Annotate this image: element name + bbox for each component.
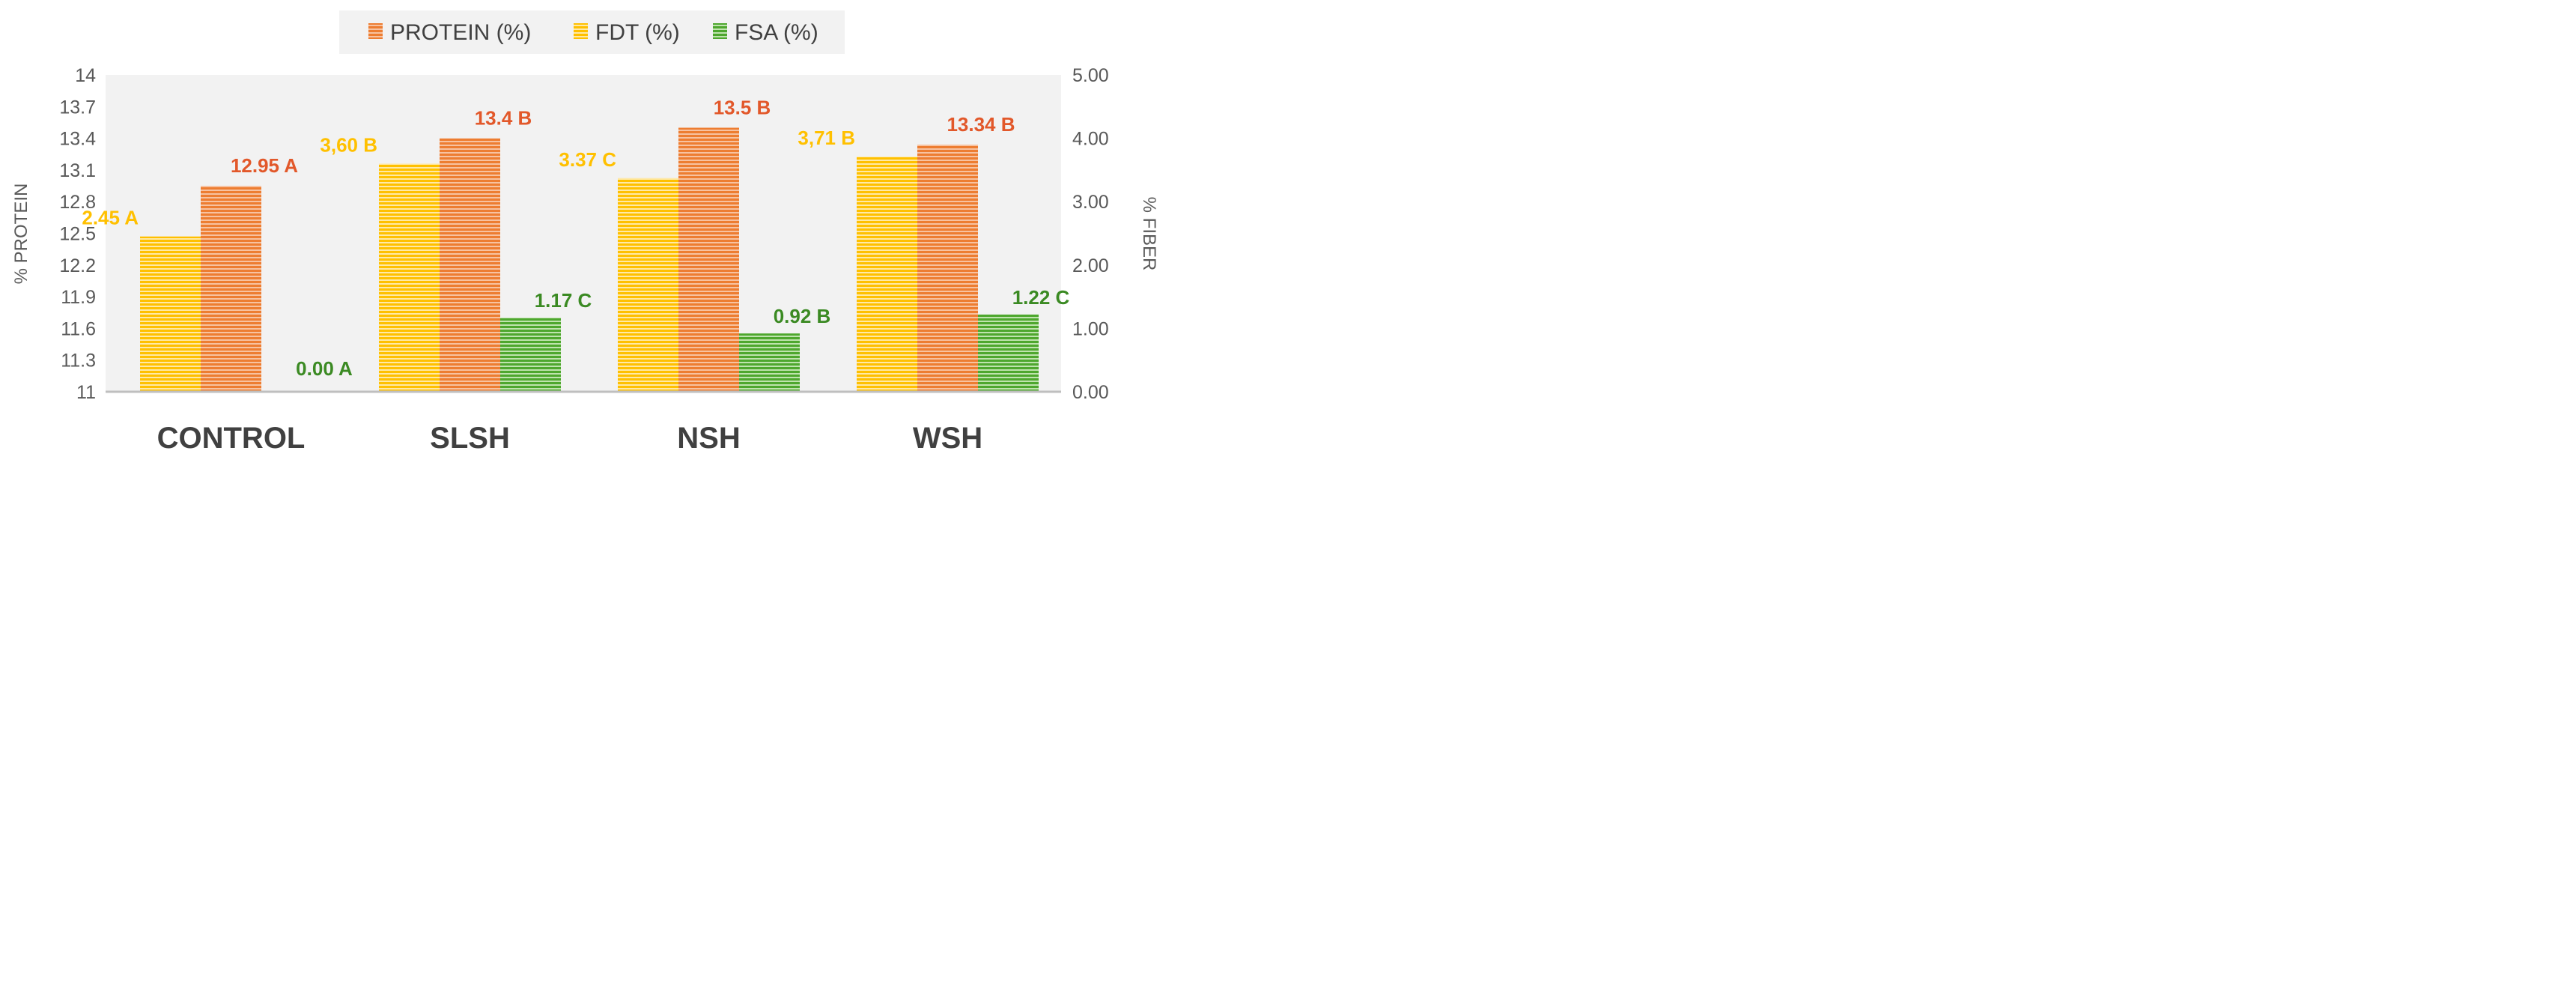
- left-axis-title: % PROTEIN: [11, 184, 31, 285]
- bar-protein-wsh: [917, 145, 978, 392]
- data-label-fsa-wsh: 1.22 C: [1012, 286, 1070, 309]
- bar-protein-slsh: [440, 138, 500, 392]
- bar-fsa-slsh: [500, 318, 561, 392]
- legend-label-fsa: FSA (%): [735, 20, 818, 45]
- left-tick-label: 12.5: [59, 224, 96, 245]
- left-tick-label: 12.2: [59, 255, 96, 276]
- bar-fsa-wsh: [978, 314, 1039, 392]
- data-label-fdt-nsh: 3.37 C: [559, 148, 616, 171]
- bar-fdt-control: [140, 236, 201, 392]
- left-tick-label: 11: [76, 382, 96, 403]
- right-tick-label: 3.00: [1072, 192, 1109, 213]
- data-labels: 2.45 A 12.95 A 0.00 A 3,60 B 13.4 B 1.17 C 3.3…: [82, 97, 1069, 381]
- data-label-protein-control: 12.95 A: [231, 154, 298, 177]
- bar-fdt-slsh: [379, 163, 440, 392]
- data-label-protein-wsh: 13.34 B: [947, 113, 1015, 136]
- category-label-wsh: WSH: [913, 422, 982, 455]
- category-label-control: CONTROL: [157, 422, 306, 455]
- data-label-fdt-slsh: 3,60 B: [320, 133, 377, 156]
- bar-fdt-wsh: [857, 157, 917, 392]
- legend: PROTEIN (%) FDT (%) FSA (%): [368, 20, 818, 45]
- legend-swatch-fsa: [713, 23, 727, 39]
- legend-background: [339, 10, 845, 54]
- data-label-fsa-nsh: 0.92 B: [774, 305, 831, 327]
- right-tick-label: 4.00: [1072, 129, 1109, 150]
- bars: [140, 127, 1039, 393]
- data-label-fsa-slsh: 1.17 C: [535, 289, 592, 312]
- left-tick-label: 11.9: [61, 287, 96, 308]
- data-label-fsa-control: 0.00 A: [296, 357, 353, 380]
- bar-protein-control: [201, 186, 261, 393]
- left-tick-label: 14: [75, 65, 96, 86]
- category-label-nsh: NSH: [677, 422, 740, 455]
- right-tick-label: 5.00: [1072, 65, 1109, 86]
- data-label-fdt-control: 2.45 A: [82, 207, 139, 229]
- left-tick-label: 11.6: [61, 318, 96, 339]
- left-tick-label: 13.1: [59, 160, 96, 181]
- left-axis-ticks: 11 11.3 11.6 11.9 12.2 12.5 12.8 13.1 13.4 13.7 14: [59, 65, 96, 403]
- data-label-protein-slsh: 13.4 B: [475, 107, 532, 130]
- left-tick-label: 13.4: [59, 129, 96, 150]
- left-tick-label: 11.3: [61, 351, 96, 372]
- right-axis-title: % FIBER: [1139, 197, 1157, 271]
- legend-label-fdt: FDT (%): [595, 20, 680, 45]
- bar-fdt-nsh: [618, 178, 678, 392]
- chart: PROTEIN (%) FDT (%) FSA (%) 2.45 A 12.95 A 0…: [11, 10, 1157, 455]
- category-labels: CONTROL SLSH NSH WSH: [157, 422, 983, 455]
- right-tick-label: 1.00: [1072, 318, 1109, 339]
- data-label-fdt-wsh: 3,71 B: [798, 127, 855, 149]
- left-tick-label: 13.7: [59, 97, 96, 118]
- data-label-protein-nsh: 13.5 B: [714, 97, 771, 119]
- legend-label-protein: PROTEIN (%): [390, 20, 531, 45]
- right-tick-label: 2.00: [1072, 255, 1109, 276]
- left-tick-label: 12.8: [59, 192, 96, 213]
- bar-protein-nsh: [678, 127, 739, 392]
- legend-swatch-protein: [368, 23, 383, 39]
- right-axis-ticks: 0.00 1.00 2.00 3.00 4.00 5.00: [1072, 65, 1109, 403]
- bar-fsa-nsh: [739, 333, 800, 392]
- legend-swatch-fdt: [574, 23, 588, 39]
- category-label-slsh: SLSH: [430, 422, 510, 455]
- right-tick-label: 0.00: [1072, 382, 1109, 403]
